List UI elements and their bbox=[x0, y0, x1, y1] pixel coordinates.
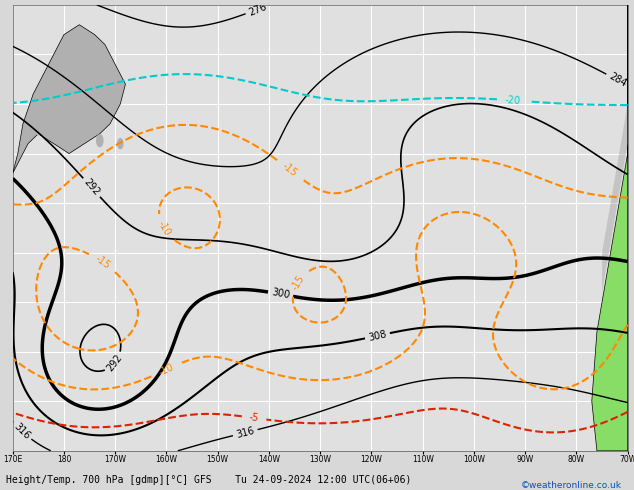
Text: 284: 284 bbox=[607, 71, 628, 89]
Text: -10: -10 bbox=[156, 219, 172, 238]
Text: -15: -15 bbox=[290, 273, 307, 292]
Polygon shape bbox=[592, 5, 628, 451]
Polygon shape bbox=[13, 24, 126, 173]
Text: ©weatheronline.co.uk: ©weatheronline.co.uk bbox=[521, 481, 621, 490]
Text: -15: -15 bbox=[280, 161, 299, 178]
Text: -10: -10 bbox=[157, 362, 175, 378]
Text: 316: 316 bbox=[235, 425, 256, 440]
Circle shape bbox=[118, 139, 123, 148]
Circle shape bbox=[97, 135, 103, 147]
Text: Height/Temp. 700 hPa [gdmp][°C] GFS    Tu 24-09-2024 12:00 UTC(06+06): Height/Temp. 700 hPa [gdmp][°C] GFS Tu 2… bbox=[6, 475, 411, 485]
Text: 276: 276 bbox=[247, 1, 268, 17]
Text: -20: -20 bbox=[505, 95, 521, 106]
Polygon shape bbox=[602, 104, 628, 292]
Text: 292: 292 bbox=[105, 352, 124, 373]
Circle shape bbox=[34, 117, 43, 135]
Text: 316: 316 bbox=[12, 421, 32, 441]
Text: 300: 300 bbox=[271, 288, 290, 301]
Text: 308: 308 bbox=[367, 329, 387, 343]
Text: -5: -5 bbox=[249, 412, 259, 423]
Text: 292: 292 bbox=[82, 177, 101, 198]
Text: -15: -15 bbox=[93, 254, 112, 271]
Circle shape bbox=[55, 124, 62, 138]
Circle shape bbox=[75, 129, 83, 143]
